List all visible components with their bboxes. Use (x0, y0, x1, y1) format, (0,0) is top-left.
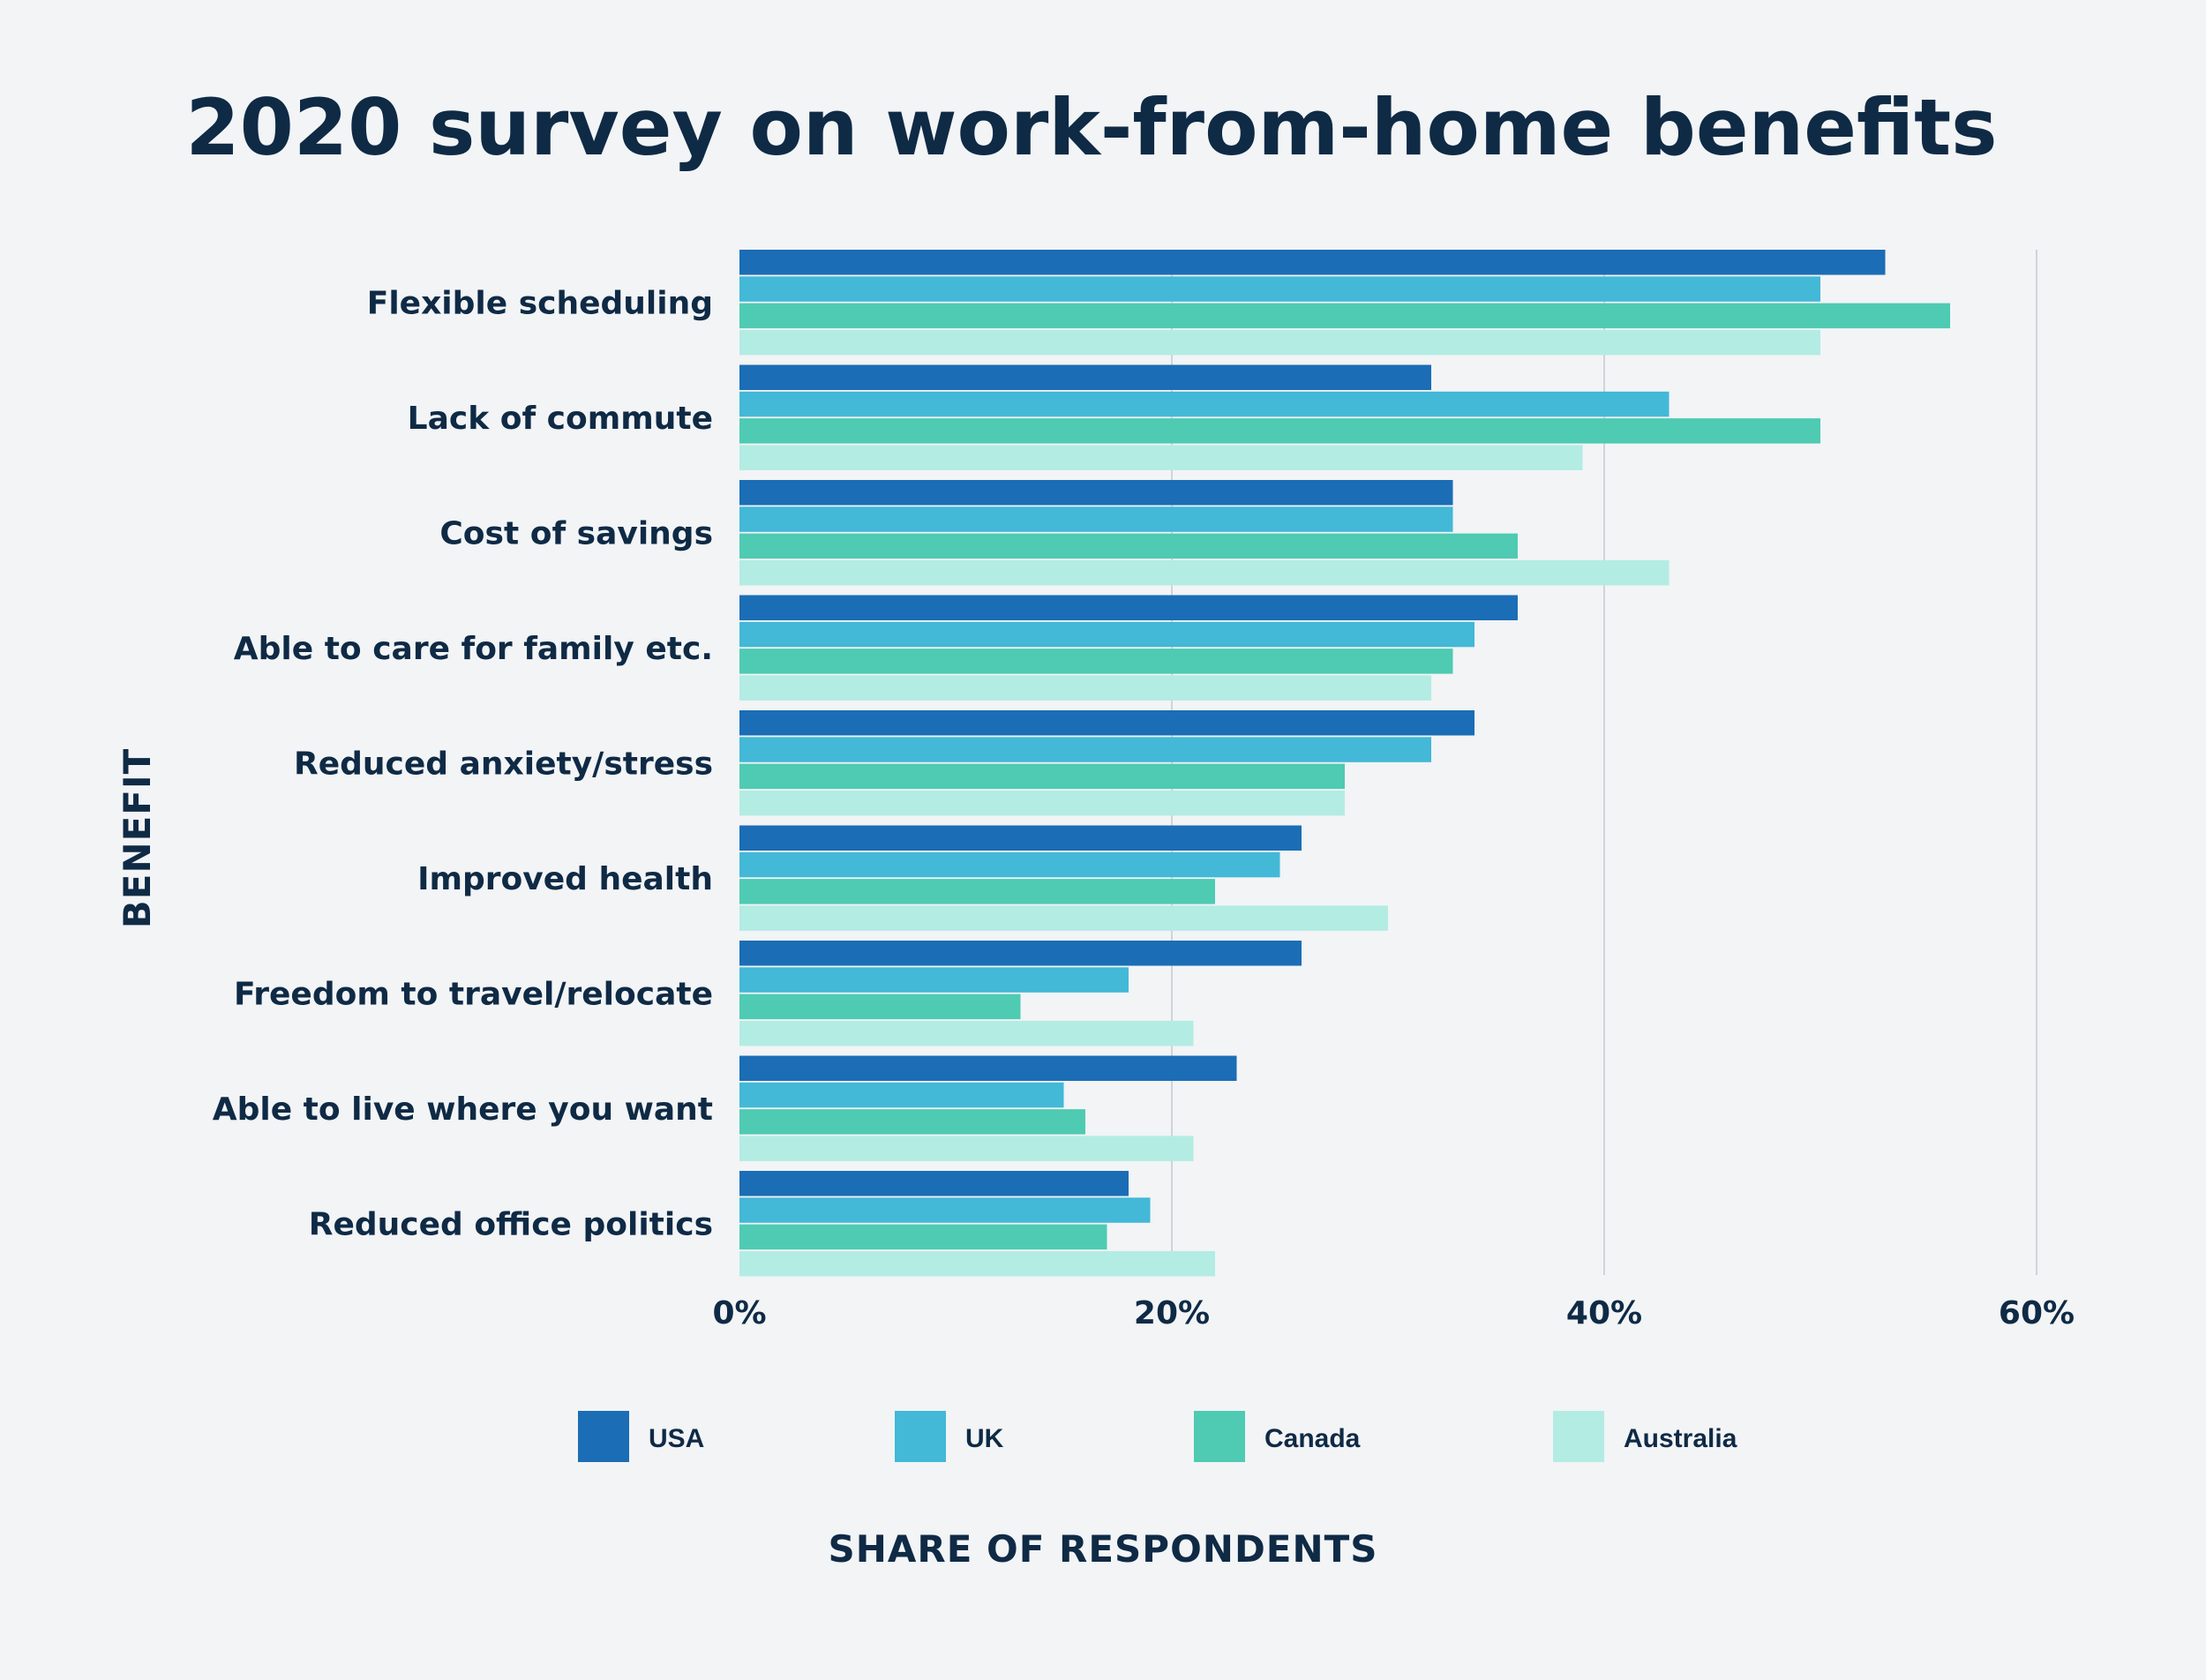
bar-lack-of-commute-canada (739, 418, 1820, 444)
category-label: Cost of savings (439, 516, 713, 552)
legend-swatch-uk (895, 1411, 946, 1462)
bar-reduced-office-politics-australia (739, 1250, 1215, 1277)
bar-able-to-care-for-family-etc-australia (739, 675, 1431, 701)
bar-improved-health-usa (739, 825, 1302, 851)
category-label: Reduced office politics (309, 1207, 713, 1243)
x-tick-label: 20% (1134, 1295, 1210, 1331)
bar-freedom-to-travel-relocate-uk (739, 967, 1129, 993)
bar-lack-of-commute-australia (739, 445, 1583, 470)
bar-reduced-office-politics-canada (739, 1224, 1107, 1250)
legend-label-uk: UK (965, 1424, 1004, 1453)
bar-reduced-anxiety-stress-uk (739, 737, 1431, 762)
legend-swatch-australia (1553, 1411, 1604, 1462)
bar-cost-of-savings-canada (739, 533, 1518, 559)
bar-improved-health-australia (739, 905, 1388, 931)
bar-reduced-anxiety-stress-usa (739, 710, 1474, 736)
category-label: Lack of commute (408, 401, 713, 437)
x-tick-label: 40% (1566, 1295, 1642, 1331)
category-label: Freedom to travel/relocate (234, 977, 713, 1013)
bar-lack-of-commute-uk (739, 391, 1670, 417)
category-label: Improved health (417, 861, 713, 897)
bar-freedom-to-travel-relocate-australia (739, 1020, 1194, 1046)
category-label: Reduced anxiety/stress (294, 746, 713, 783)
x-axis-title: SHARE OF RESPONDENTS (828, 1527, 1377, 1571)
bar-cost-of-savings-australia (739, 559, 1670, 586)
category-labels: Flexible scheduling Lack of commute Cost o… (213, 286, 713, 1243)
legend-label-australia: Australia (1624, 1424, 1737, 1453)
bar-flexible-scheduling-usa (739, 250, 1886, 275)
bar-flexible-scheduling-uk (739, 276, 1820, 302)
bar-flexible-scheduling-canada (739, 303, 1950, 329)
x-tick-label: 60% (1999, 1295, 2075, 1331)
legend-swatch-canada (1194, 1411, 1245, 1462)
bar-able-to-care-for-family-etc-uk (739, 621, 1474, 648)
bar-able-to-care-for-family-etc-usa (739, 595, 1518, 620)
bar-flexible-scheduling-australia (739, 329, 1820, 356)
bar-improved-health-uk (739, 851, 1280, 878)
legend-swatch-usa (578, 1411, 629, 1462)
bar-freedom-to-travel-relocate-canada (739, 994, 1021, 1020)
bar-able-to-live-where-you-want-canada (739, 1109, 1085, 1135)
x-tick-label: 0% (712, 1295, 766, 1331)
bar-reduced-office-politics-uk (739, 1197, 1151, 1223)
bar-cost-of-savings-usa (739, 480, 1453, 506)
bar-able-to-live-where-you-want-uk (739, 1082, 1064, 1108)
chart-title: 2020 survey on work-from-home benefits (185, 82, 1997, 173)
category-label: Able to live where you want (213, 1091, 713, 1128)
category-label: Able to care for family etc. (234, 631, 713, 667)
bar-reduced-anxiety-stress-australia (739, 790, 1345, 816)
x-tick-labels: 0% 20% 40% 60% (712, 1295, 2075, 1331)
bar-able-to-live-where-you-want-usa (739, 1055, 1237, 1081)
bar-lack-of-commute-usa (739, 364, 1431, 390)
bar-freedom-to-travel-relocate-usa (739, 941, 1302, 966)
category-label: Flexible scheduling (367, 286, 713, 322)
bars-layer (739, 250, 1950, 1277)
legend-label-usa: USA (649, 1424, 704, 1453)
bar-reduced-anxiety-stress-canada (739, 763, 1345, 790)
legend: USA UK Canada Australia (578, 1411, 1737, 1462)
legend-label-canada: Canada (1264, 1424, 1361, 1453)
bar-able-to-live-where-you-want-australia (739, 1136, 1194, 1161)
y-axis-title: BENEFIT (116, 748, 159, 929)
bar-cost-of-savings-uk (739, 506, 1453, 532)
bar-improved-health-canada (739, 879, 1215, 904)
bar-reduced-office-politics-usa (739, 1171, 1129, 1196)
bar-able-to-care-for-family-etc-canada (739, 649, 1453, 674)
